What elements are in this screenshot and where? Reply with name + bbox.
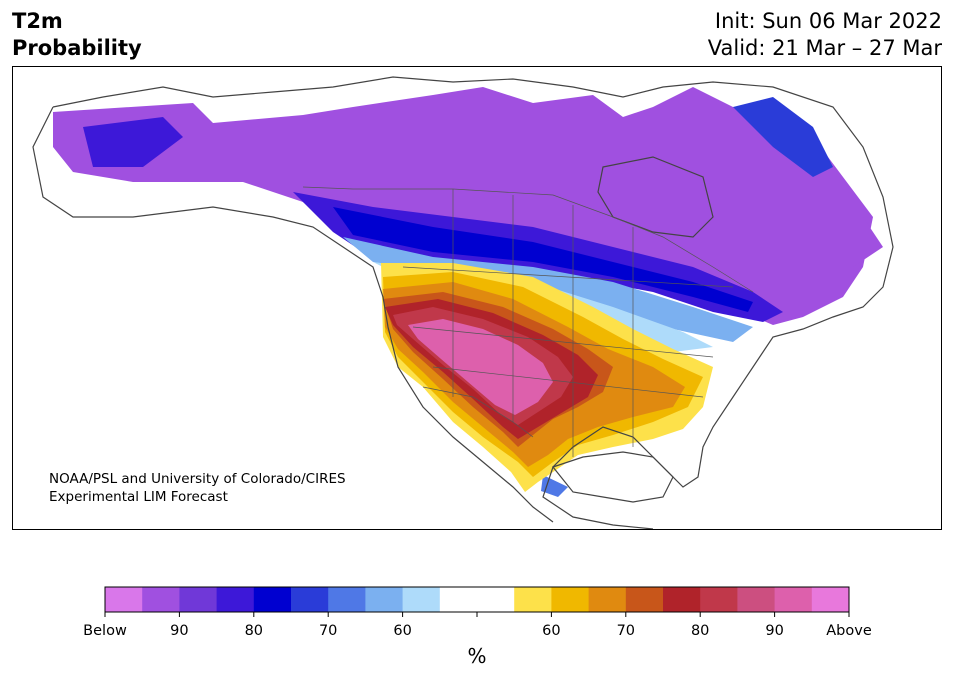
colorbar-swatches: [104, 586, 850, 617]
us-mexico-border: [422, 386, 534, 438]
parallel-1: [402, 266, 734, 288]
above-normal-region: [381, 263, 713, 492]
colorbar-tick-label: 90: [765, 623, 784, 639]
colorbar-swatch: [477, 587, 515, 612]
colorbar-tick-label: 60: [393, 623, 412, 639]
colorbar-swatch: [737, 587, 776, 612]
colorbar-swatch: [439, 587, 478, 612]
forecast-dates: Init: Sun 06 Mar 2022 Valid: 21 Mar – 27…: [708, 8, 942, 62]
below-band-70: [83, 117, 183, 167]
colorbar-swatch: [291, 587, 329, 612]
colorbar-swatch: [328, 587, 366, 612]
credit-line-2: Experimental LIM Forecast: [49, 489, 228, 505]
colorbar-tick-label: 90: [170, 623, 189, 639]
colorbar-swatch: [402, 587, 441, 612]
colorbar-swatch: [365, 587, 404, 612]
hudson-bay: [597, 156, 714, 238]
credit-line-1: NOAA/PSL and University of Colorado/CIRE…: [49, 471, 346, 487]
below-patch-ne: [733, 97, 833, 177]
colorbar-swatch: [588, 587, 627, 612]
parallel-2: [412, 326, 714, 358]
chart-title: T2m Probability: [12, 8, 142, 62]
coastlines: [32, 76, 894, 529]
title-line-1: T2m: [12, 9, 63, 33]
below-patch-mexico: [541, 475, 568, 497]
colorbar-swatch: [216, 587, 255, 612]
colorbar-tick-label: 80: [690, 623, 710, 639]
colorbar-swatch: [551, 587, 590, 612]
above-band-core: [408, 319, 553, 415]
below-patch-east: [733, 187, 883, 277]
colorbar-swatch: [142, 587, 180, 612]
init-date: Init: Sun 06 Mar 2022: [714, 9, 942, 33]
coastline-north-america: [52, 76, 894, 529]
below-band-core: [333, 207, 753, 312]
parallel-3: [432, 366, 704, 398]
colorbar-swatch: [179, 587, 218, 612]
map-panel: [12, 66, 942, 530]
colorbar-swatch: [253, 587, 292, 612]
coastline-west: [32, 106, 554, 523]
colorbar-tick-label: 70: [318, 623, 338, 639]
colorbar-swatch: [625, 587, 664, 612]
colorbar-tick-label: Above: [826, 623, 872, 639]
colorbar-swatch: [105, 587, 143, 612]
credit-text: NOAA/PSL and University of Colorado/CIRE…: [49, 470, 346, 506]
state-borders: [302, 186, 754, 457]
gulf-of-mexico: [551, 451, 674, 503]
colorbar-unit: %: [467, 644, 487, 668]
colorbar-swatch: [663, 587, 701, 612]
title-line-2: Probability: [12, 36, 142, 60]
colorbar-tick-label: 80: [244, 623, 264, 639]
probability-map: [32, 76, 894, 529]
colorbar-tick-label: 70: [616, 623, 636, 639]
colorbar-swatch: [514, 587, 552, 612]
colorbar-swatch: [700, 587, 738, 612]
colorbar-tick-label: Below: [83, 623, 127, 639]
colorbar-tick-label: 60: [542, 623, 561, 639]
colorbar: Below 90 80 70 60 60 70 80 90 Above %: [0, 580, 953, 680]
colorbar-swatch: [811, 587, 850, 612]
us-canada-border: [302, 186, 754, 293]
colorbar-swatch: [774, 587, 813, 612]
valid-range: Valid: 21 Mar – 27 Mar: [707, 36, 942, 60]
